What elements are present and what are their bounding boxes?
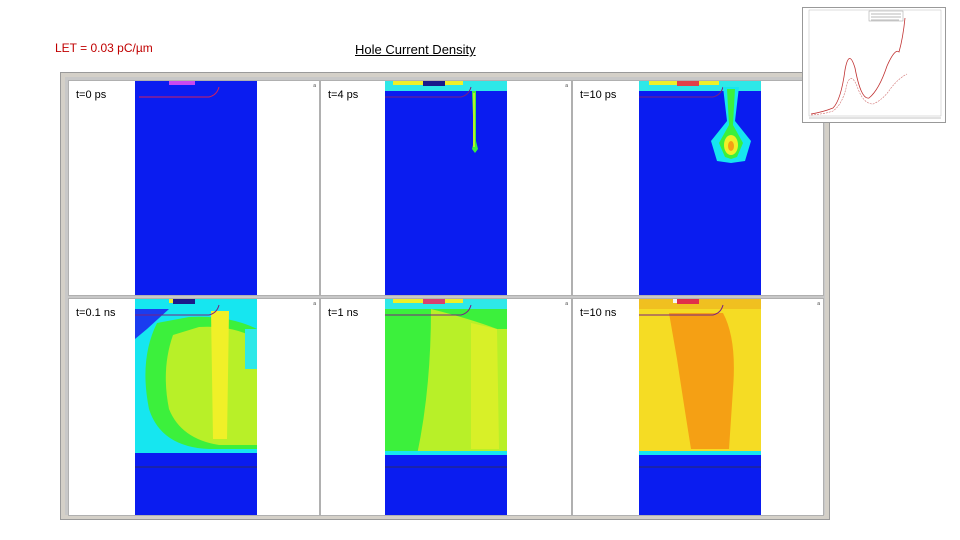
panel-label: t=4 ps bbox=[328, 89, 359, 101]
panel-t0.1ns: t=0.1 ns a bbox=[68, 298, 320, 516]
map-t0.1ns bbox=[135, 299, 257, 515]
page-title: Hole Current Density bbox=[355, 42, 476, 57]
simulation-window: t=0 ps a t=4 ps a bbox=[60, 72, 830, 520]
map-t0ps bbox=[135, 81, 257, 295]
panel-t10ps: t=10 ps a bbox=[572, 80, 824, 296]
panel-label: t=10 ns bbox=[580, 307, 617, 319]
panel-corner-mark: a bbox=[313, 301, 316, 307]
panel-grid: t=0 ps a t=4 ps a bbox=[65, 77, 825, 516]
panel-label: t=0 ps bbox=[76, 89, 107, 101]
map-t1ns bbox=[385, 299, 507, 515]
panel-t1ns: t=1 ns a bbox=[320, 298, 572, 516]
panel-label: t=1 ns bbox=[328, 307, 359, 319]
map-t10ps bbox=[639, 81, 761, 295]
panel-label: t=0.1 ns bbox=[76, 307, 116, 319]
inset-plot bbox=[802, 7, 946, 123]
map-t10ns bbox=[639, 299, 761, 515]
panel-t10ns: t=10 ns a bbox=[572, 298, 824, 516]
panel-corner-mark: a bbox=[565, 83, 568, 89]
panel-t4ps: t=4 ps a bbox=[320, 80, 572, 296]
panel-label: t=10 ps bbox=[580, 89, 617, 101]
panel-t0ps: t=0 ps a bbox=[68, 80, 320, 296]
let-label: LET = 0.03 pC/µm bbox=[55, 41, 153, 55]
inset-plot-graphic bbox=[808, 9, 942, 119]
panel-corner-mark: a bbox=[817, 301, 820, 307]
map-t4ps bbox=[385, 81, 507, 295]
panel-corner-mark: a bbox=[313, 83, 316, 89]
panel-corner-mark: a bbox=[565, 301, 568, 307]
